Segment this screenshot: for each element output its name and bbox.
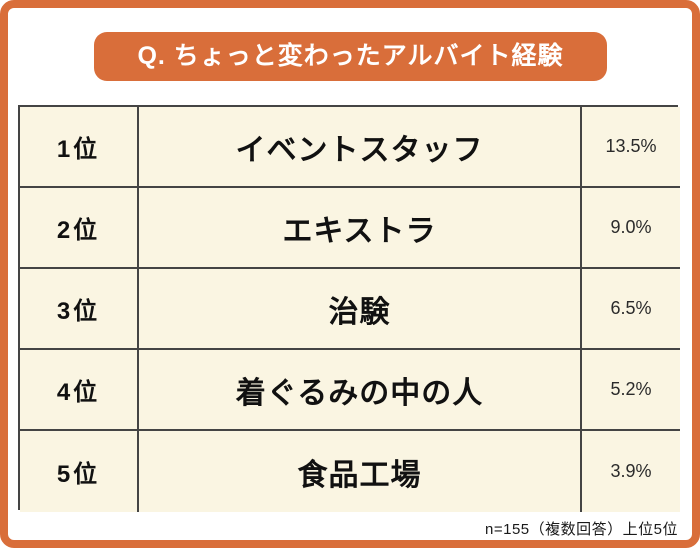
ranking-table: 1位 イベントスタッフ 13.5% 2位 エキストラ 9.0% 3位 治験 6.… — [18, 105, 680, 512]
percent-cell-5: 3.9% — [582, 431, 680, 512]
job-cell-1: イベントスタッフ — [139, 107, 582, 188]
percent-cell-3: 6.5% — [582, 269, 680, 350]
rank-cell-3: 3位 — [20, 269, 139, 350]
job-cell-4: 着ぐるみの中の人 — [139, 350, 582, 431]
rank-cell-5: 5位 — [20, 431, 139, 512]
job-cell-5: 食品工場 — [139, 431, 582, 512]
question-title-badge: Q. ちょっと変わったアルバイト経験 — [94, 32, 607, 81]
sample-size-note: n=155（複数回答）上位5位 — [485, 521, 678, 538]
job-cell-3: 治験 — [139, 269, 582, 350]
percent-cell-1: 13.5% — [582, 107, 680, 188]
rank-cell-1: 1位 — [20, 107, 139, 188]
rank-cell-2: 2位 — [20, 188, 139, 269]
percent-cell-2: 9.0% — [582, 188, 680, 269]
job-cell-2: エキストラ — [139, 188, 582, 269]
percent-cell-4: 5.2% — [582, 350, 680, 431]
rank-cell-4: 4位 — [20, 350, 139, 431]
question-title: Q. ちょっと変わったアルバイト経験 — [137, 42, 564, 70]
